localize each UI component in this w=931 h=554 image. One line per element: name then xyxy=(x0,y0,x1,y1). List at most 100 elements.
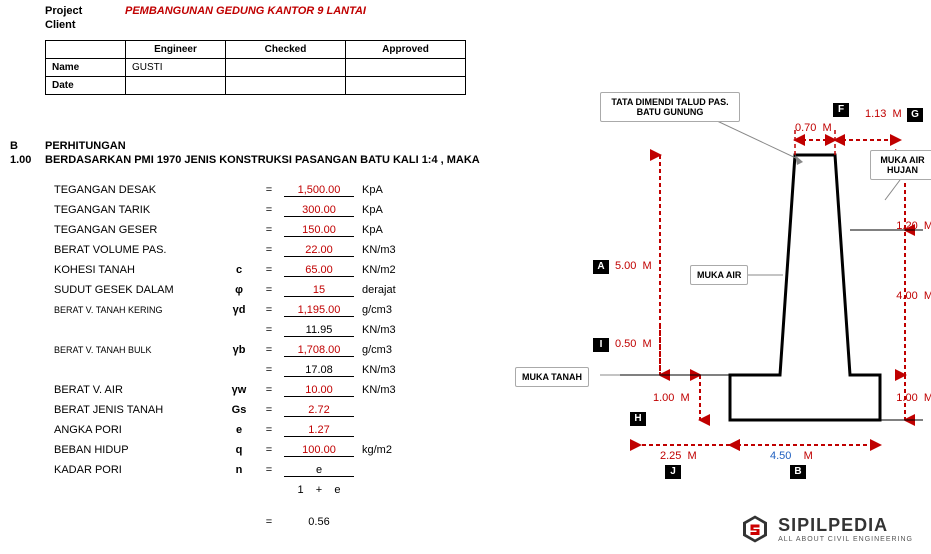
dim-B-u: M xyxy=(804,450,813,462)
callout-hujan: MUKA AIR HUJAN xyxy=(870,150,931,180)
param-unit: g/cm3 xyxy=(354,344,414,356)
param-unit: derajat xyxy=(354,284,414,296)
param-eq: = xyxy=(254,424,284,436)
callout-mukatanah: MUKA TANAH xyxy=(515,367,589,387)
param-label: KADAR PORI xyxy=(54,464,224,476)
param-eq: = xyxy=(254,264,284,276)
param-row: =11.95KN/m3 xyxy=(54,320,414,340)
dim-A-u: M xyxy=(643,260,652,272)
param-unit: KN/m3 xyxy=(354,324,414,336)
param-symbol: q xyxy=(224,444,254,456)
param-value: 150.00 xyxy=(284,224,354,237)
param-symbol: γd xyxy=(224,304,254,316)
param-row: TEGANGAN TARIK=300.00KpA xyxy=(54,200,414,220)
param-unit: KN/m3 xyxy=(354,364,414,376)
marker-I: I xyxy=(593,338,609,352)
result-row: =0.56 xyxy=(54,512,414,532)
param-unit: KpA xyxy=(354,184,414,196)
param-unit: KN/m3 xyxy=(354,384,414,396)
param-row: BERAT VOLUME PAS.=22.00KN/m3 xyxy=(54,240,414,260)
param-eq: = xyxy=(254,224,284,236)
param-row: ANGKA PORIe=1.27 xyxy=(54,420,414,440)
dim-F-u: M xyxy=(823,122,832,134)
param-row: BERAT V. AIRγw=10.00KN/m3 xyxy=(54,380,414,400)
param-value: 1,195.00 xyxy=(284,304,354,317)
row-name: Name xyxy=(46,59,126,77)
param-symbol: φ xyxy=(224,284,254,296)
col-engineer: Engineer xyxy=(126,41,226,59)
logo: SIPILPEDIA ALL ABOUT CIVIL ENGINEERING xyxy=(740,514,913,544)
param-eq: = xyxy=(254,364,284,376)
dim-H-v: 1.00 xyxy=(653,392,674,404)
dim-H-u: M xyxy=(681,392,690,404)
param-row: SUDUT GESEK DALAMφ=15derajat xyxy=(54,280,414,300)
callout-tata: TATA DIMENDI TALUD PAS. BATU GUNUNG xyxy=(600,92,740,122)
project-value: PEMBANGUNAN GEDUNG KANTOR 9 LANTAI xyxy=(125,5,366,17)
client-label: Client xyxy=(45,19,125,31)
param-row: BERAT JENIS TANAHGs=2.72 xyxy=(54,400,414,420)
dim-J-u: M xyxy=(688,450,697,462)
dim-G-v: 1.13 xyxy=(865,108,886,120)
param-row: KOHESI TANAHc=65.00KN/m2 xyxy=(54,260,414,280)
param-unit: KN/m3 xyxy=(354,244,414,256)
param-row: BERAT V. TANAH BULKγb=1,708.00g/cm3 xyxy=(54,340,414,360)
param-label: BERAT V. AIR xyxy=(54,384,224,396)
param-symbol: n xyxy=(224,464,254,476)
param-label: SUDUT GESEK DALAM xyxy=(54,284,224,296)
param-value: 11.95 xyxy=(284,324,354,337)
sub-num: 1.00 xyxy=(10,154,45,166)
param-label: ANGKA PORI xyxy=(54,424,224,436)
dim-A-v: 5.00 xyxy=(615,260,636,272)
sub-title: BERDASARKAN PMI 1970 JENIS KONSTRUKSI PA… xyxy=(45,154,480,166)
param-symbol: c xyxy=(224,264,254,276)
row-date: Date xyxy=(46,77,126,95)
param-row: KADAR PORIn=e xyxy=(54,460,414,480)
param-symbol: e xyxy=(224,424,254,436)
param-unit: KpA xyxy=(354,204,414,216)
marker-G: G xyxy=(907,108,923,122)
param-symbol: γb xyxy=(224,344,254,356)
retaining-wall-diagram: TATA DIMENDI TALUD PAS. BATU GUNUNG MUKA… xyxy=(545,100,925,480)
param-eq: = xyxy=(254,184,284,196)
param-eq: = xyxy=(254,324,284,336)
param-eq: = xyxy=(254,404,284,416)
dim-D-u: M xyxy=(924,220,931,232)
param-eq: = xyxy=(254,244,284,256)
dim-C-v: 4.00 xyxy=(896,290,917,302)
param-value: 10.00 xyxy=(284,384,354,397)
marker-J: J xyxy=(665,465,681,479)
project-label: Project xyxy=(45,5,125,17)
col-approved: Approved xyxy=(346,41,466,59)
marker-F: F xyxy=(833,103,849,117)
callout-mukaair: MUKA AIR xyxy=(690,265,748,285)
param-value: 15 xyxy=(284,284,354,297)
signoff-table: Engineer Checked Approved Name GUSTI Dat… xyxy=(45,40,466,95)
param-row: BERAT V. TANAH KERINGγd=1,195.00g/cm3 xyxy=(54,300,414,320)
engineer-name: GUSTI xyxy=(126,59,226,77)
dim-E-u: M xyxy=(924,392,931,404)
param-eq: = xyxy=(254,284,284,296)
param-symbol: Gs xyxy=(224,404,254,416)
dim-E-v: 1.00 xyxy=(896,392,917,404)
logo-main: SIPILPEDIA xyxy=(778,515,913,536)
param-label: BEBAN HIDUP xyxy=(54,444,224,456)
param-value: 22.00 xyxy=(284,244,354,257)
param-label: BERAT V. TANAH KERING xyxy=(54,305,224,315)
param-label: BERAT JENIS TANAH xyxy=(54,404,224,416)
param-value: 100.00 xyxy=(284,444,354,457)
param-value: 1,708.00 xyxy=(284,344,354,357)
dim-F-v: 0.70 xyxy=(795,122,816,134)
dim-B-v: 4.50 xyxy=(770,450,791,462)
section-b: B xyxy=(10,140,45,152)
dim-J-v: 2.25 xyxy=(660,450,681,462)
param-eq: = xyxy=(254,444,284,456)
dim-I-v: 0.50 xyxy=(615,338,636,350)
dim-G-u: M xyxy=(893,108,902,120)
logo-sub: ALL ABOUT CIVIL ENGINEERING xyxy=(778,536,913,543)
param-eq: = xyxy=(254,384,284,396)
param-row: BEBAN HIDUPq=100.00kg/m2 xyxy=(54,440,414,460)
marker-A: A xyxy=(593,260,609,274)
param-label: TEGANGAN DESAK xyxy=(54,184,224,196)
param-eq: = xyxy=(254,344,284,356)
param-value: 1.27 xyxy=(284,424,354,437)
